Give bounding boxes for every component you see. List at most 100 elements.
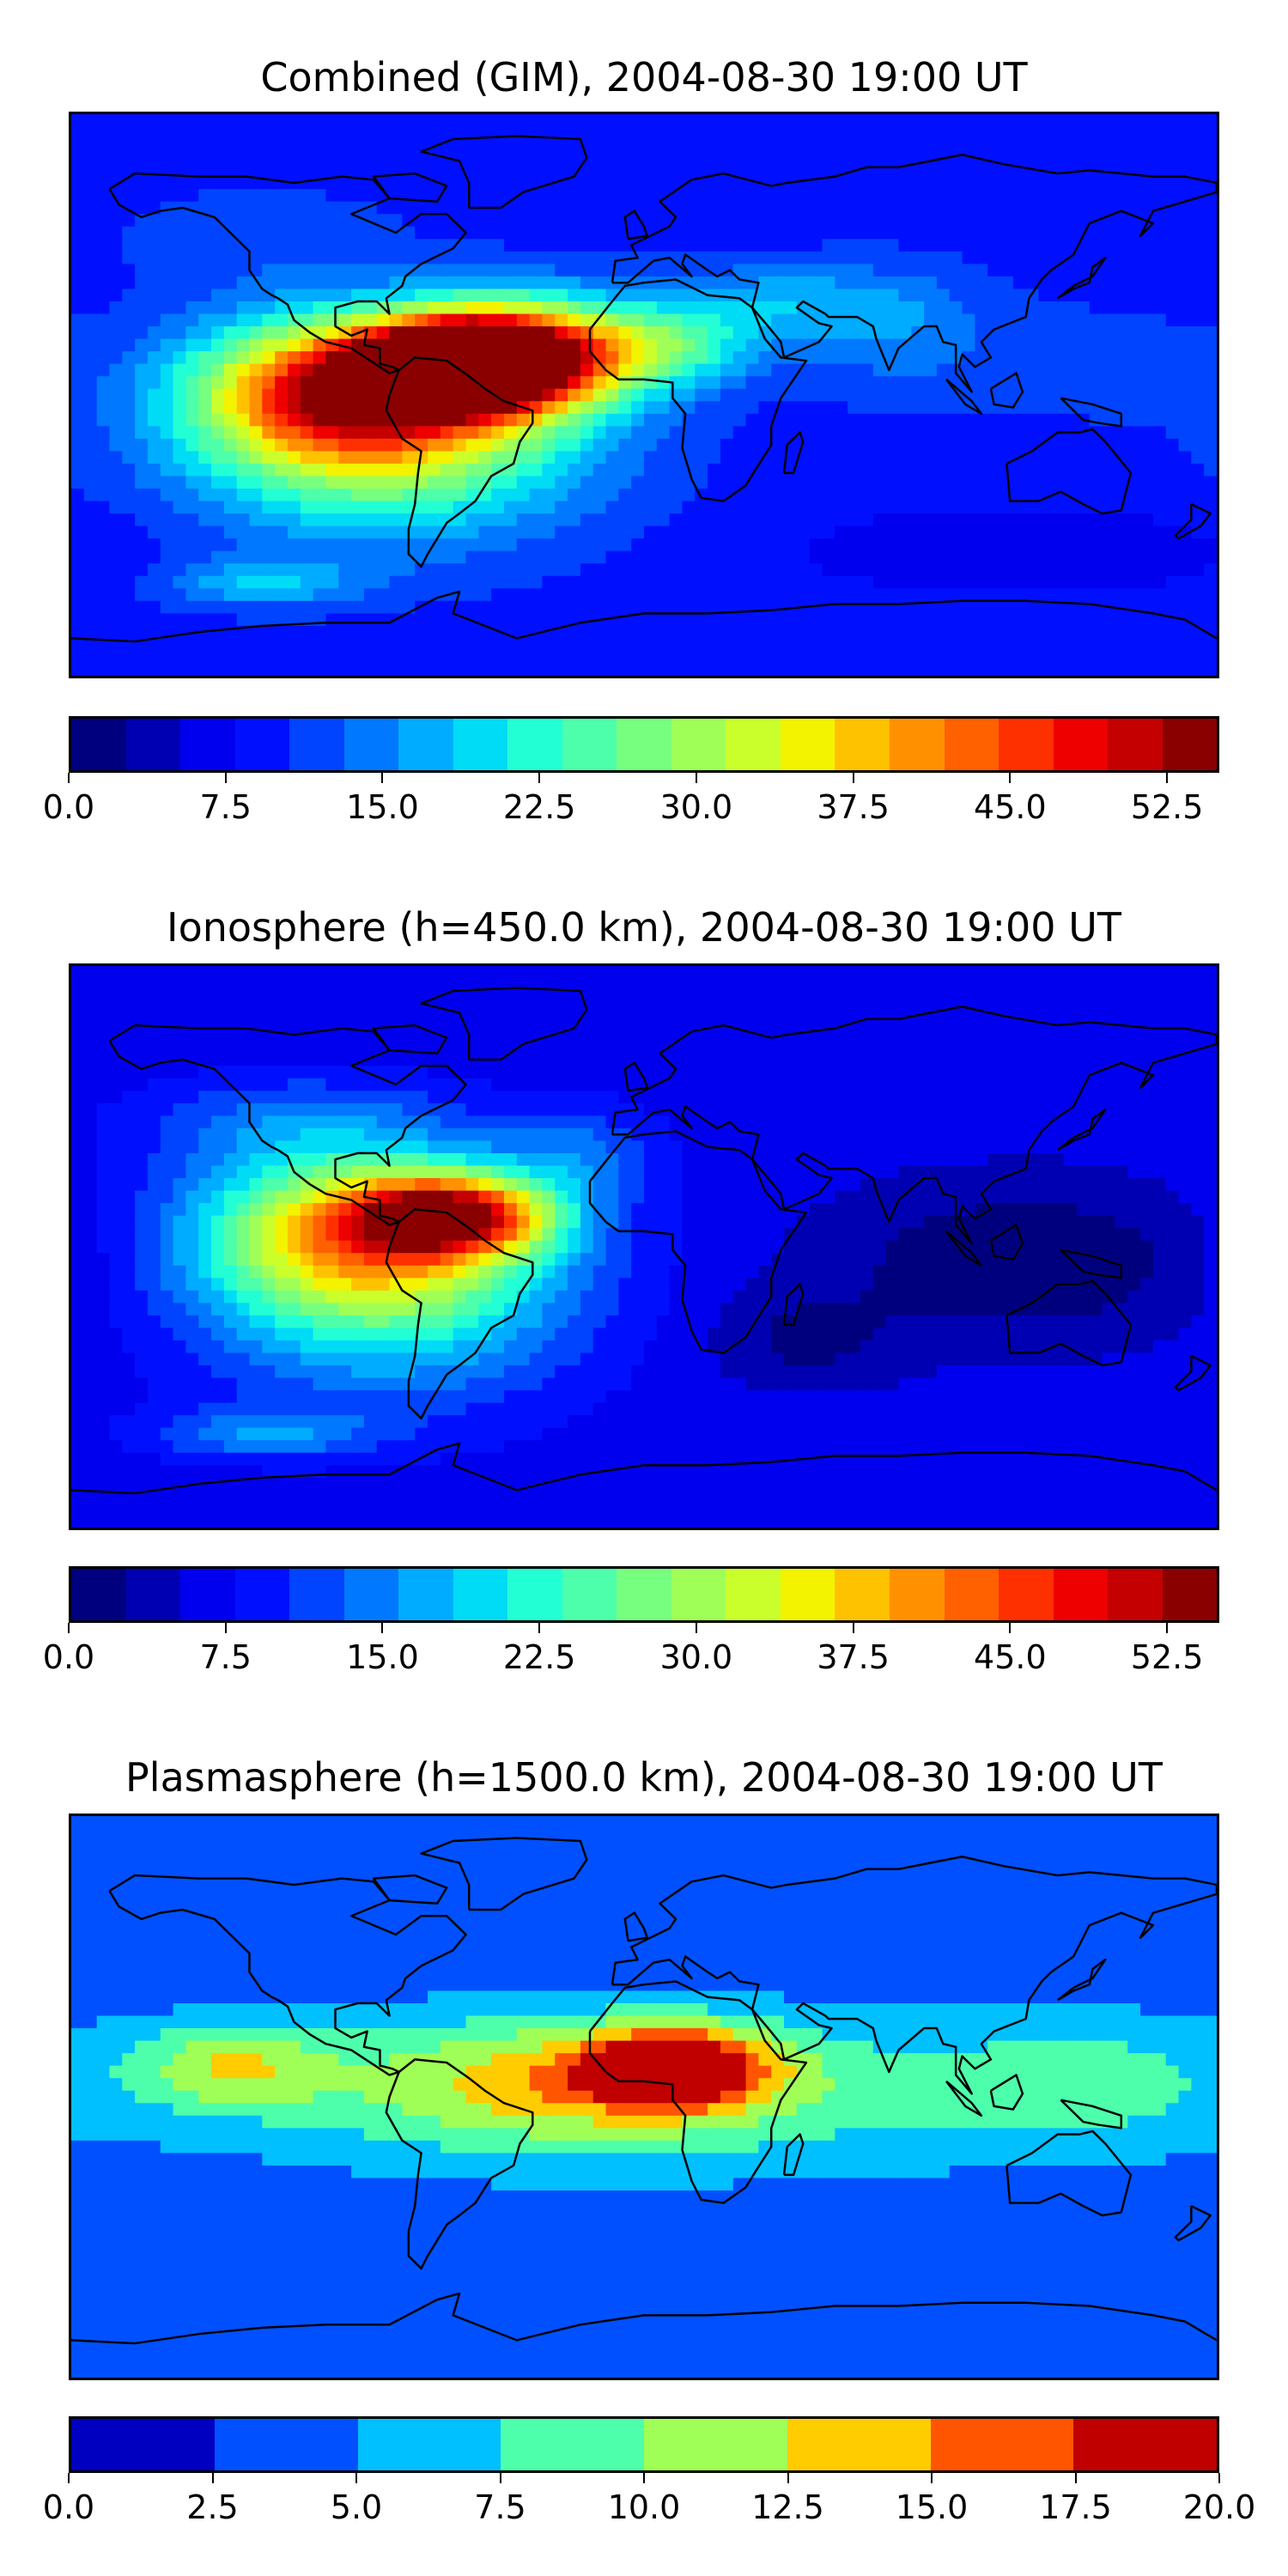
colorbar-segment: [234, 1569, 290, 1620]
colorbar-tick-label: 30.0: [659, 1638, 733, 1676]
colorbar-segment: [343, 719, 399, 770]
colorbar-segment: [180, 719, 235, 770]
colorbar-tick-label: 12.5: [751, 2488, 824, 2526]
coastlines: [71, 1837, 1217, 2345]
coastline: [945, 378, 983, 416]
coastline: [782, 431, 805, 475]
colorbar-segment: [835, 1569, 890, 1620]
coastline: [108, 1024, 467, 1226]
colorbar-segment: [71, 719, 126, 770]
colorbar-tick: [381, 773, 384, 783]
colorbar-segment: [944, 1569, 999, 1620]
coastline: [1060, 2099, 1123, 2129]
colorbar-segment: [343, 1569, 399, 1620]
coastline: [989, 372, 1024, 409]
colorbar-tick: [931, 2473, 933, 2483]
coastline: [782, 2133, 805, 2177]
colorbar-tick: [1166, 773, 1169, 783]
colorbar-segment: [780, 719, 835, 770]
colorbar-plasmasphere: [69, 2416, 1219, 2473]
map-ionosphere: [69, 963, 1219, 1530]
colorbar-segment: [501, 2419, 644, 2470]
panel-title-ionosphere: Ionosphere (h=450.0 km), 2004-08-30 19:0…: [167, 904, 1121, 951]
colorbar-segment: [671, 1569, 726, 1620]
colorbar-segment: [780, 1569, 835, 1620]
coastline: [588, 278, 808, 502]
colorbar-tick: [355, 2473, 357, 2483]
tec-map-ionosphere: [71, 966, 1217, 1528]
coastline: [1060, 1249, 1123, 1279]
colorbar-segment: [398, 1569, 453, 1620]
colorbar-segment: [835, 719, 890, 770]
colorbar-tick-label: 7.5: [199, 1638, 252, 1676]
coastline: [1005, 2129, 1133, 2217]
colorbar-tick-label: 20.0: [1182, 2488, 1256, 2526]
colorbar-tick: [695, 773, 697, 783]
colorbar-segment: [453, 1569, 508, 1620]
tec-field-cells: [71, 1816, 1217, 2378]
coastline: [1005, 428, 1133, 515]
colorbar-segment: [507, 719, 562, 770]
coastline: [372, 1874, 448, 1905]
colorbar-tick-label: 52.5: [1130, 1638, 1204, 1676]
colorbar-tick: [211, 2473, 214, 2483]
colorbar-tick-label: 45.0: [974, 788, 1047, 826]
colorbar-segment: [889, 719, 945, 770]
coastline: [945, 1230, 983, 1267]
colorbar-tick: [643, 2473, 645, 2483]
colorbar-segment: [125, 719, 181, 770]
coastline: [588, 1130, 808, 1354]
colorbar-segment: [644, 2419, 787, 2470]
coastline: [385, 2058, 534, 2270]
colorbar-segment: [562, 1569, 617, 1620]
tec-field-cells: [71, 966, 1217, 1528]
coastline: [385, 1208, 534, 1420]
colorbar-ticks-ionosphere: 0.0 7.5 15.0 22.5 30.0 37.5 45.0 52.5: [43, 1623, 1219, 1676]
coastline: [623, 1061, 648, 1092]
colorbar-segment: [617, 1569, 671, 1620]
colorbar-tick-label: 15.0: [346, 1638, 419, 1676]
coastline: [1056, 256, 1107, 300]
coastline: [108, 1874, 467, 2076]
colorbar-segment: [1073, 2419, 1217, 2470]
colorbar-segment: [1108, 719, 1163, 770]
coastline: [989, 1224, 1024, 1261]
colorbar-tick: [68, 2473, 70, 2483]
coastline: [420, 135, 588, 210]
colorbar-tick-label: 10.0: [607, 2488, 681, 2526]
colorbar-segment: [889, 1569, 945, 1620]
colorbar-tick-label: 17.5: [1039, 2488, 1112, 2526]
tec-field-cells: [71, 114, 1217, 676]
colorbar-segment: [930, 2419, 1074, 2470]
colorbar-tick: [68, 773, 70, 783]
colorbar-tick-label: 0.0: [42, 2488, 95, 2526]
coastline: [588, 1980, 808, 2204]
colorbar-tick-label: 0.0: [42, 1638, 95, 1676]
colorbar-segment: [1162, 719, 1218, 770]
coastline: [1056, 1958, 1107, 2002]
coastline: [420, 1837, 588, 1911]
colorbar-tick: [381, 1623, 384, 1633]
colorbar-tick-label: 15.0: [346, 788, 419, 826]
coastline: [1005, 1279, 1133, 1367]
coastlines: [71, 135, 1217, 643]
colorbar-tick: [787, 2473, 789, 2483]
colorbar-tick-label: 22.5: [502, 788, 576, 826]
colorbar-segment: [289, 1569, 344, 1620]
colorbar-tick: [1009, 773, 1012, 783]
colorbar-segment: [180, 1569, 235, 1620]
colorbar-tick-label: 7.5: [199, 788, 252, 826]
colorbar-tick-label: 30.0: [659, 788, 733, 826]
coastline: [420, 987, 588, 1061]
coastline: [71, 2292, 1217, 2345]
colorbar-tick: [538, 773, 541, 783]
colorbar-tick: [1166, 1623, 1169, 1633]
colorbar-ionosphere: [69, 1566, 1219, 1623]
colorbar-segment: [671, 719, 726, 770]
coastline: [1060, 397, 1123, 428]
colorbar-segment: [787, 2419, 931, 2470]
colorbar-segment: [1053, 1569, 1109, 1620]
colorbar-tick: [68, 1623, 70, 1633]
colorbar-tick-label: 2.5: [186, 2488, 239, 2526]
colorbar-tick: [852, 1623, 854, 1633]
